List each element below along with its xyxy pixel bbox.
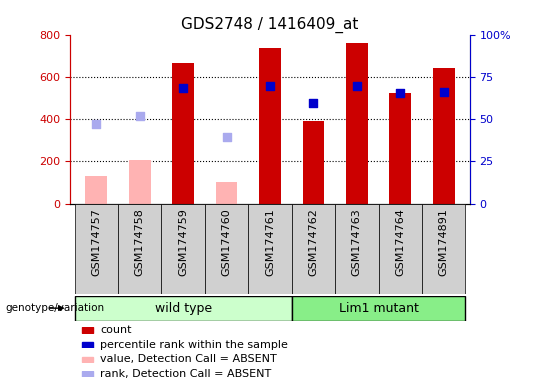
- Text: count: count: [100, 325, 131, 335]
- Bar: [335, 204, 379, 294]
- Title: GDS2748 / 1416409_at: GDS2748 / 1416409_at: [181, 17, 359, 33]
- Text: Lim1 mutant: Lim1 mutant: [339, 302, 418, 314]
- Bar: [129, 160, 151, 204]
- Bar: [292, 296, 465, 321]
- Bar: [302, 121, 325, 204]
- Bar: [172, 63, 194, 204]
- Bar: [82, 342, 93, 348]
- Point: [440, 89, 448, 95]
- Point: [179, 85, 187, 91]
- Point: [266, 83, 274, 89]
- Bar: [85, 176, 107, 204]
- Bar: [346, 43, 368, 204]
- Point: [136, 113, 144, 119]
- Bar: [118, 204, 161, 294]
- Point: [222, 134, 231, 140]
- Text: genotype/variation: genotype/variation: [5, 303, 105, 313]
- Bar: [389, 93, 411, 204]
- Text: GSM174763: GSM174763: [352, 208, 362, 276]
- Bar: [292, 204, 335, 294]
- Bar: [259, 48, 281, 204]
- Text: GSM174891: GSM174891: [438, 208, 449, 276]
- Point: [309, 100, 318, 106]
- Text: wild type: wild type: [154, 302, 212, 314]
- Bar: [215, 182, 238, 204]
- Text: percentile rank within the sample: percentile rank within the sample: [100, 340, 288, 350]
- Bar: [379, 204, 422, 294]
- Text: GSM174758: GSM174758: [134, 208, 145, 276]
- Bar: [75, 296, 292, 321]
- Bar: [82, 328, 93, 333]
- Bar: [248, 204, 292, 294]
- Point: [92, 121, 100, 127]
- Text: rank, Detection Call = ABSENT: rank, Detection Call = ABSENT: [100, 369, 271, 379]
- Text: GSM174761: GSM174761: [265, 208, 275, 276]
- Point: [353, 83, 361, 89]
- Bar: [422, 204, 465, 294]
- Bar: [75, 204, 118, 294]
- Text: GSM174760: GSM174760: [221, 208, 232, 276]
- Bar: [82, 357, 93, 362]
- Point: [396, 89, 404, 96]
- Text: GSM174762: GSM174762: [308, 208, 319, 276]
- Bar: [82, 371, 93, 377]
- Text: GSM174757: GSM174757: [91, 208, 102, 276]
- Text: value, Detection Call = ABSENT: value, Detection Call = ABSENT: [100, 354, 276, 364]
- Text: GSM174759: GSM174759: [178, 208, 188, 276]
- Bar: [205, 204, 248, 294]
- Bar: [161, 204, 205, 294]
- Text: GSM174764: GSM174764: [395, 208, 406, 276]
- Bar: [433, 68, 455, 204]
